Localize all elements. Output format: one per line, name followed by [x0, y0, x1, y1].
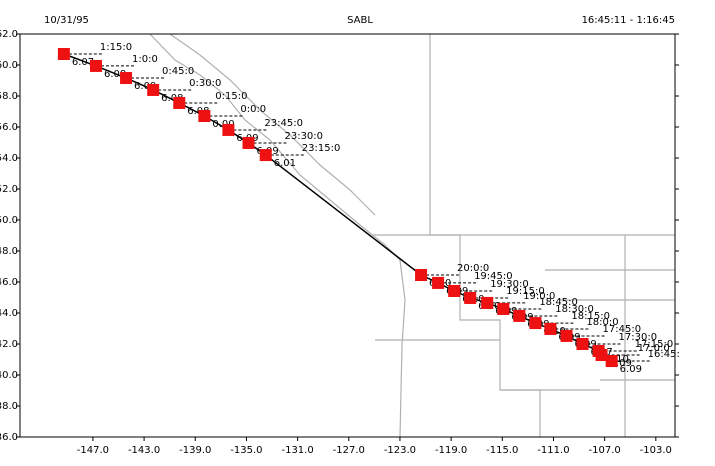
y-tick-label: 38.0	[0, 401, 18, 412]
time-label: 19:0:0	[523, 291, 555, 302]
track-point	[89, 59, 102, 72]
time-label: 17:15:0	[635, 339, 674, 350]
track-point	[57, 47, 70, 60]
time-label: 23:15:0	[302, 143, 341, 154]
reading-label: 6.08	[161, 93, 183, 104]
track-point	[544, 322, 557, 335]
time-label: 23:30:0	[284, 131, 323, 142]
time-label: 0:45:0	[162, 66, 194, 77]
reading-label: 6.08	[104, 69, 126, 80]
time-label: 18:0:0	[586, 317, 618, 328]
track-point	[242, 136, 255, 149]
y-tick-label: 50.0	[0, 215, 18, 226]
y-tick-label: 36.0	[0, 432, 18, 443]
track-point	[605, 355, 618, 368]
reading-label: 6.10	[607, 354, 629, 365]
track-point	[222, 123, 235, 136]
time-label: 19:15:0	[506, 286, 545, 297]
time-label: 19:30:0	[490, 279, 529, 290]
track-point	[120, 72, 133, 85]
time-label: 18:45:0	[539, 297, 578, 308]
time-label: 19:45:0	[474, 271, 513, 282]
y-tick-label: 60.0	[0, 60, 18, 71]
track-point	[432, 276, 445, 289]
y-tick-label: 56.0	[0, 122, 18, 133]
x-tick-label: -103.0	[640, 445, 672, 456]
time-label: 17:45:0	[603, 324, 642, 335]
map-background	[149, 33, 675, 438]
x-tick-label: -111.0	[537, 445, 569, 456]
track-point	[198, 109, 211, 122]
time-label: 1:15:0	[100, 42, 132, 53]
y-tick-label: 52.0	[0, 184, 18, 195]
x-tick-label: -123.0	[384, 445, 416, 456]
time-label: 0:30:0	[189, 78, 221, 89]
track-point	[259, 149, 272, 162]
track-point	[173, 96, 186, 109]
track-point	[147, 83, 160, 96]
time-label: 18:15:0	[571, 311, 610, 322]
time-label: 16:45:	[648, 349, 680, 360]
chart-title: SABL	[347, 15, 373, 26]
track-point	[415, 269, 428, 282]
x-tick-label: -115.0	[486, 445, 518, 456]
reading-label: 6.09	[610, 358, 632, 369]
x-tick-label: -139.0	[179, 445, 211, 456]
track-point	[529, 317, 542, 330]
x-tick-label: -147.0	[77, 445, 109, 456]
time-label: 17:0:0	[638, 343, 670, 354]
time-label: 0:0:0	[240, 104, 266, 115]
track-point	[464, 291, 477, 304]
track-point	[595, 349, 608, 362]
x-tick-label: -143.0	[128, 445, 160, 456]
track-point	[576, 338, 589, 350]
y-tick-label: 40.0	[0, 370, 18, 381]
y-tick-label: 54.0	[0, 153, 18, 164]
reading-label: 6.01	[274, 158, 296, 169]
track-point	[448, 284, 461, 297]
y-tick-label: 44.0	[0, 308, 18, 319]
time-label: 18:30:0	[555, 304, 594, 315]
x-tick-label: -119.0	[435, 445, 467, 456]
header-time-range: 16:45:11 - 1:16:45	[582, 15, 675, 26]
track-point	[497, 302, 510, 315]
y-tick-label: 42.0	[0, 339, 18, 350]
time-label: 1:0:0	[132, 54, 158, 65]
time-label: 17:30:0	[619, 332, 658, 343]
track-point	[560, 329, 573, 342]
plot-frame	[19, 33, 676, 438]
track-point	[513, 309, 526, 322]
reading-label: 6.09	[134, 81, 156, 92]
x-tick-label: -107.0	[589, 445, 621, 456]
reading-label: 6.09	[620, 364, 642, 375]
x-tick-label: -135.0	[230, 445, 262, 456]
time-label: 23:45:0	[264, 118, 303, 129]
reading-label: 6.07	[72, 57, 94, 68]
y-tick-label: 62.0	[0, 29, 18, 40]
y-tick-label: 46.0	[0, 277, 18, 288]
time-label: 20:0:0	[457, 263, 489, 274]
header-date: 10/31/95	[44, 15, 89, 26]
time-label: 0:15:0	[215, 91, 247, 102]
x-tick-label: -131.0	[281, 445, 313, 456]
y-tick-label: 58.0	[0, 91, 18, 102]
x-tick-label: -127.0	[333, 445, 365, 456]
track-point	[481, 296, 494, 309]
y-tick-label: 48.0	[0, 246, 18, 257]
